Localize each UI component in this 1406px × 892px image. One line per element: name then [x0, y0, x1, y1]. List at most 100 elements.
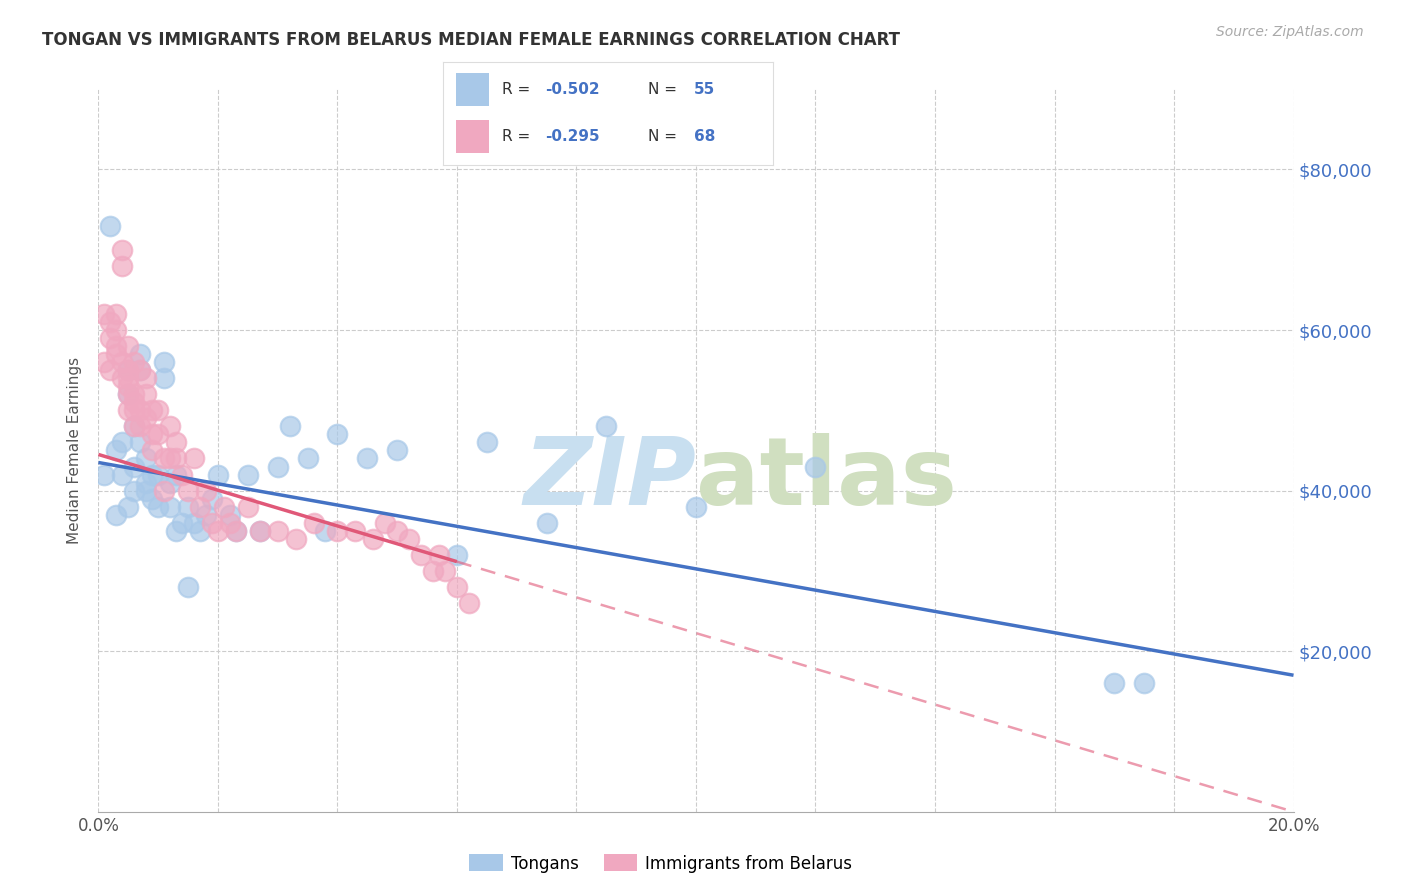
- Point: [105, 347, 128, 361]
- Text: 68: 68: [695, 128, 716, 144]
- Point: [111, 371, 134, 385]
- Point: [93, 467, 115, 482]
- Point: [129, 435, 152, 450]
- Point: [385, 524, 409, 538]
- Point: [685, 500, 707, 514]
- Point: [201, 516, 224, 530]
- Point: [111, 259, 134, 273]
- Point: [135, 387, 157, 401]
- Point: [236, 500, 259, 514]
- Point: [446, 548, 468, 562]
- Point: [172, 516, 194, 530]
- Point: [117, 363, 139, 377]
- Point: [188, 500, 211, 514]
- Point: [595, 419, 617, 434]
- Point: [183, 516, 205, 530]
- Point: [411, 548, 433, 562]
- Point: [212, 500, 235, 514]
- Point: [374, 516, 396, 530]
- Point: [111, 243, 134, 257]
- Point: [326, 427, 349, 442]
- Point: [148, 500, 170, 514]
- Point: [105, 339, 128, 353]
- Point: [141, 467, 163, 482]
- Point: [177, 500, 200, 514]
- Point: [249, 524, 271, 538]
- Point: [302, 516, 325, 530]
- Point: [159, 451, 181, 466]
- Point: [124, 419, 146, 434]
- Point: [111, 467, 134, 482]
- Point: [117, 363, 139, 377]
- Point: [427, 548, 450, 562]
- Point: [148, 403, 170, 417]
- Point: [804, 459, 827, 474]
- Point: [98, 363, 122, 377]
- Text: 55: 55: [695, 81, 716, 96]
- Point: [117, 387, 139, 401]
- Point: [124, 459, 146, 474]
- Point: [284, 532, 307, 546]
- Point: [93, 307, 115, 321]
- Point: [129, 363, 152, 377]
- Point: [117, 371, 139, 385]
- Point: [278, 419, 301, 434]
- Point: [124, 395, 146, 409]
- Point: [141, 491, 163, 506]
- Point: [135, 371, 157, 385]
- Text: -0.502: -0.502: [546, 81, 600, 96]
- Point: [141, 443, 163, 458]
- Point: [135, 483, 157, 498]
- Point: [153, 355, 176, 369]
- Point: [267, 459, 290, 474]
- Point: [536, 516, 558, 530]
- Text: N =: N =: [648, 128, 682, 144]
- Point: [195, 508, 218, 522]
- Point: [148, 467, 170, 482]
- Point: [165, 467, 187, 482]
- FancyBboxPatch shape: [456, 73, 489, 105]
- Point: [105, 323, 128, 337]
- Point: [105, 508, 128, 522]
- Point: [159, 500, 181, 514]
- Point: [207, 524, 229, 538]
- Point: [98, 331, 122, 345]
- Point: [117, 500, 139, 514]
- Point: [98, 219, 122, 233]
- Text: R =: R =: [502, 128, 536, 144]
- Point: [148, 427, 170, 442]
- Point: [141, 427, 163, 442]
- Point: [98, 315, 122, 329]
- Point: [219, 516, 242, 530]
- Point: [249, 524, 271, 538]
- Point: [344, 524, 367, 538]
- Point: [153, 451, 176, 466]
- Point: [177, 483, 200, 498]
- Point: [315, 524, 337, 538]
- Point: [1104, 676, 1126, 690]
- Point: [111, 435, 134, 450]
- Point: [195, 483, 218, 498]
- Point: [129, 363, 152, 377]
- Point: [141, 403, 163, 417]
- Point: [105, 443, 128, 458]
- Point: [267, 524, 290, 538]
- Legend: Tongans, Immigrants from Belarus: Tongans, Immigrants from Belarus: [463, 847, 859, 880]
- Point: [111, 355, 134, 369]
- Point: [159, 419, 181, 434]
- Point: [183, 451, 205, 466]
- Point: [117, 403, 139, 417]
- Text: Source: ZipAtlas.com: Source: ZipAtlas.com: [1216, 25, 1364, 39]
- Point: [129, 403, 152, 417]
- Point: [153, 483, 176, 498]
- Point: [129, 347, 152, 361]
- Point: [124, 403, 146, 417]
- Point: [225, 524, 247, 538]
- Point: [236, 467, 259, 482]
- Point: [135, 475, 157, 490]
- Point: [422, 564, 444, 578]
- Point: [117, 387, 139, 401]
- Text: TONGAN VS IMMIGRANTS FROM BELARUS MEDIAN FEMALE EARNINGS CORRELATION CHART: TONGAN VS IMMIGRANTS FROM BELARUS MEDIAN…: [42, 31, 900, 49]
- Point: [172, 467, 194, 482]
- Text: R =: R =: [502, 81, 536, 96]
